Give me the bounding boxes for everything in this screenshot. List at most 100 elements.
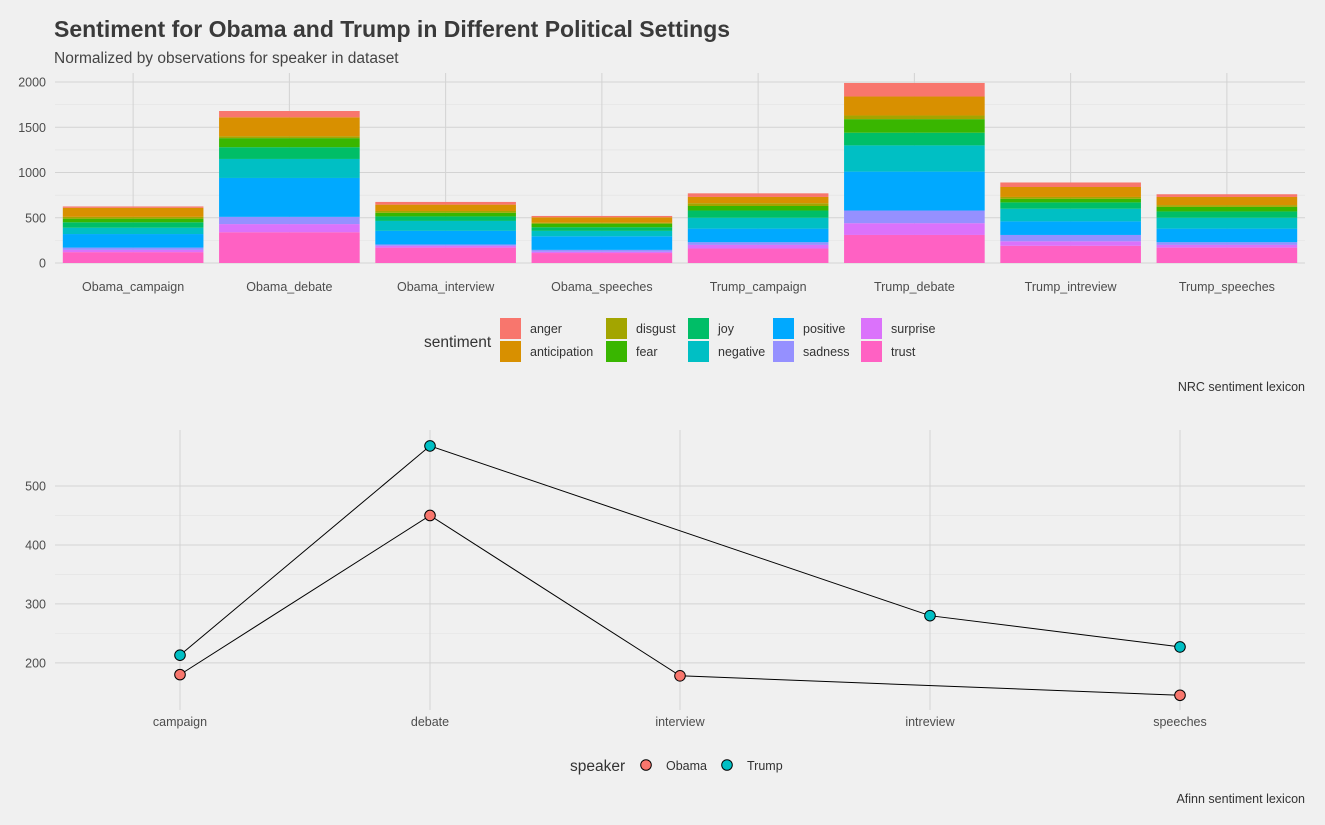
bar-segment-fear bbox=[62, 218, 204, 223]
bar-segment-positive bbox=[375, 230, 516, 245]
y-tick-label: 300 bbox=[25, 597, 46, 611]
y-tick-label: 400 bbox=[25, 538, 46, 552]
bar-segment-anticipation bbox=[219, 117, 360, 137]
series-line-obama bbox=[179, 514, 1181, 696]
bar-segment-trust bbox=[844, 234, 985, 263]
legend-key-positive bbox=[773, 318, 794, 339]
x-tick-label: Obama_campaign bbox=[82, 280, 184, 294]
x-tick-label: interview bbox=[655, 715, 705, 729]
bar-segment-fear bbox=[375, 212, 516, 217]
legend-label: sadness bbox=[803, 345, 850, 359]
bar-segment-fear bbox=[687, 206, 829, 211]
data-point-trump bbox=[1174, 641, 1186, 653]
y-tick-label: 500 bbox=[25, 211, 46, 225]
bar-segment-anger bbox=[375, 201, 516, 205]
bar-segment-positive bbox=[219, 177, 360, 217]
bar-segment-disgust bbox=[375, 210, 516, 213]
bar-segment-positive bbox=[62, 234, 204, 248]
bar-segment-sadness bbox=[62, 247, 204, 250]
chart-subtitle: Normalized by observations for speaker i… bbox=[54, 50, 399, 67]
bar-segment-joy bbox=[687, 210, 829, 218]
data-point-obama bbox=[424, 509, 436, 522]
bar-segment-disgust bbox=[844, 115, 985, 120]
bar-segment-fear bbox=[531, 223, 673, 228]
bar-segment-sadness bbox=[375, 244, 516, 246]
bar-segment-surprise bbox=[62, 249, 204, 253]
legend-key-anticipation bbox=[500, 341, 521, 362]
bar-segment-fear bbox=[844, 119, 985, 133]
bar-segment-disgust bbox=[62, 216, 204, 219]
data-point-obama bbox=[1174, 689, 1186, 702]
bar-segment-trust bbox=[1000, 245, 1141, 263]
bar-segment-positive bbox=[1156, 228, 1298, 243]
x-tick-label: Trump_campaign bbox=[710, 280, 807, 294]
y-tick-label: 200 bbox=[25, 656, 46, 670]
y-tick-label: 2000 bbox=[18, 76, 46, 90]
data-point-obama bbox=[174, 668, 186, 681]
bar-segment-negative bbox=[62, 227, 204, 235]
chart-caption: Afinn sentiment lexicon bbox=[1176, 792, 1305, 806]
bar-segment-negative bbox=[531, 230, 673, 237]
legend-label: anticipation bbox=[530, 345, 593, 359]
x-tick-label: debate bbox=[411, 715, 449, 729]
bar-segment-surprise bbox=[1000, 241, 1141, 246]
legend-label: anger bbox=[530, 322, 562, 336]
bar-segment-disgust bbox=[687, 203, 829, 206]
legend-label: trust bbox=[891, 345, 916, 359]
bar-segment-surprise bbox=[375, 245, 516, 248]
bar-segment-surprise bbox=[1156, 244, 1298, 248]
bar-segment-sadness bbox=[1156, 242, 1298, 245]
bar-segment-negative bbox=[844, 145, 985, 172]
bar-segment-joy bbox=[531, 227, 673, 231]
x-tick-label: Trump_speeches bbox=[1179, 280, 1275, 294]
x-tick-label: Obama_debate bbox=[246, 280, 332, 294]
bar-segment-anticipation bbox=[531, 217, 673, 223]
bar-segment-trust bbox=[531, 253, 673, 263]
data-point-obama bbox=[674, 670, 686, 682]
bar-segment-positive bbox=[531, 236, 673, 250]
legend-key-anger bbox=[500, 318, 521, 339]
legend-key-surprise bbox=[861, 318, 882, 339]
x-tick-label: speeches bbox=[1153, 715, 1207, 729]
bar-segment-trust bbox=[62, 252, 204, 263]
legend-label: Trump bbox=[747, 759, 783, 773]
legend-key-trump bbox=[721, 759, 733, 771]
bar-segment-trust bbox=[375, 247, 516, 263]
bar-segment-trust bbox=[219, 232, 360, 263]
legend-title: sentiment bbox=[424, 334, 492, 351]
bar-segment-trust bbox=[687, 248, 829, 263]
bar-segment-sadness bbox=[1000, 234, 1141, 242]
bar-segment-anticipation bbox=[1000, 187, 1141, 197]
legend-label: disgust bbox=[636, 322, 676, 336]
bar-segment-joy bbox=[1000, 202, 1141, 209]
bar-segment-anticipation bbox=[62, 207, 204, 217]
legend-key-obama bbox=[640, 759, 652, 771]
bar-segment-sadness bbox=[531, 249, 673, 252]
legend-key-trust bbox=[861, 341, 882, 362]
bar-segment-positive bbox=[1000, 221, 1141, 235]
bar-segment-joy bbox=[62, 222, 204, 228]
chart-caption: NRC sentiment lexicon bbox=[1178, 380, 1305, 394]
bar-segment-joy bbox=[1156, 211, 1298, 218]
legend-label: negative bbox=[718, 345, 765, 359]
x-tick-label: Trump_debate bbox=[874, 280, 955, 294]
bar-segment-disgust bbox=[1156, 205, 1298, 207]
bar-segment-fear bbox=[1156, 206, 1298, 212]
bar-segment-positive bbox=[844, 171, 985, 211]
bar-segment-joy bbox=[375, 216, 516, 221]
bar-segment-anticipation bbox=[375, 204, 516, 211]
bar-segment-anticipation bbox=[1156, 196, 1298, 206]
bar-segment-trust bbox=[1156, 247, 1298, 263]
data-point-trump bbox=[174, 649, 186, 661]
legend-label: positive bbox=[803, 322, 845, 336]
bar-segment-joy bbox=[219, 147, 360, 159]
bar-segment-disgust bbox=[531, 222, 673, 224]
x-tick-label: Trump_intreview bbox=[1025, 280, 1118, 294]
bar-segment-surprise bbox=[844, 223, 985, 235]
bar-segment-fear bbox=[219, 138, 360, 148]
bar-segment-negative bbox=[375, 220, 516, 231]
x-tick-label: intreview bbox=[905, 715, 955, 729]
legend-key-sadness bbox=[773, 341, 794, 362]
bar-segment-positive bbox=[687, 228, 829, 243]
